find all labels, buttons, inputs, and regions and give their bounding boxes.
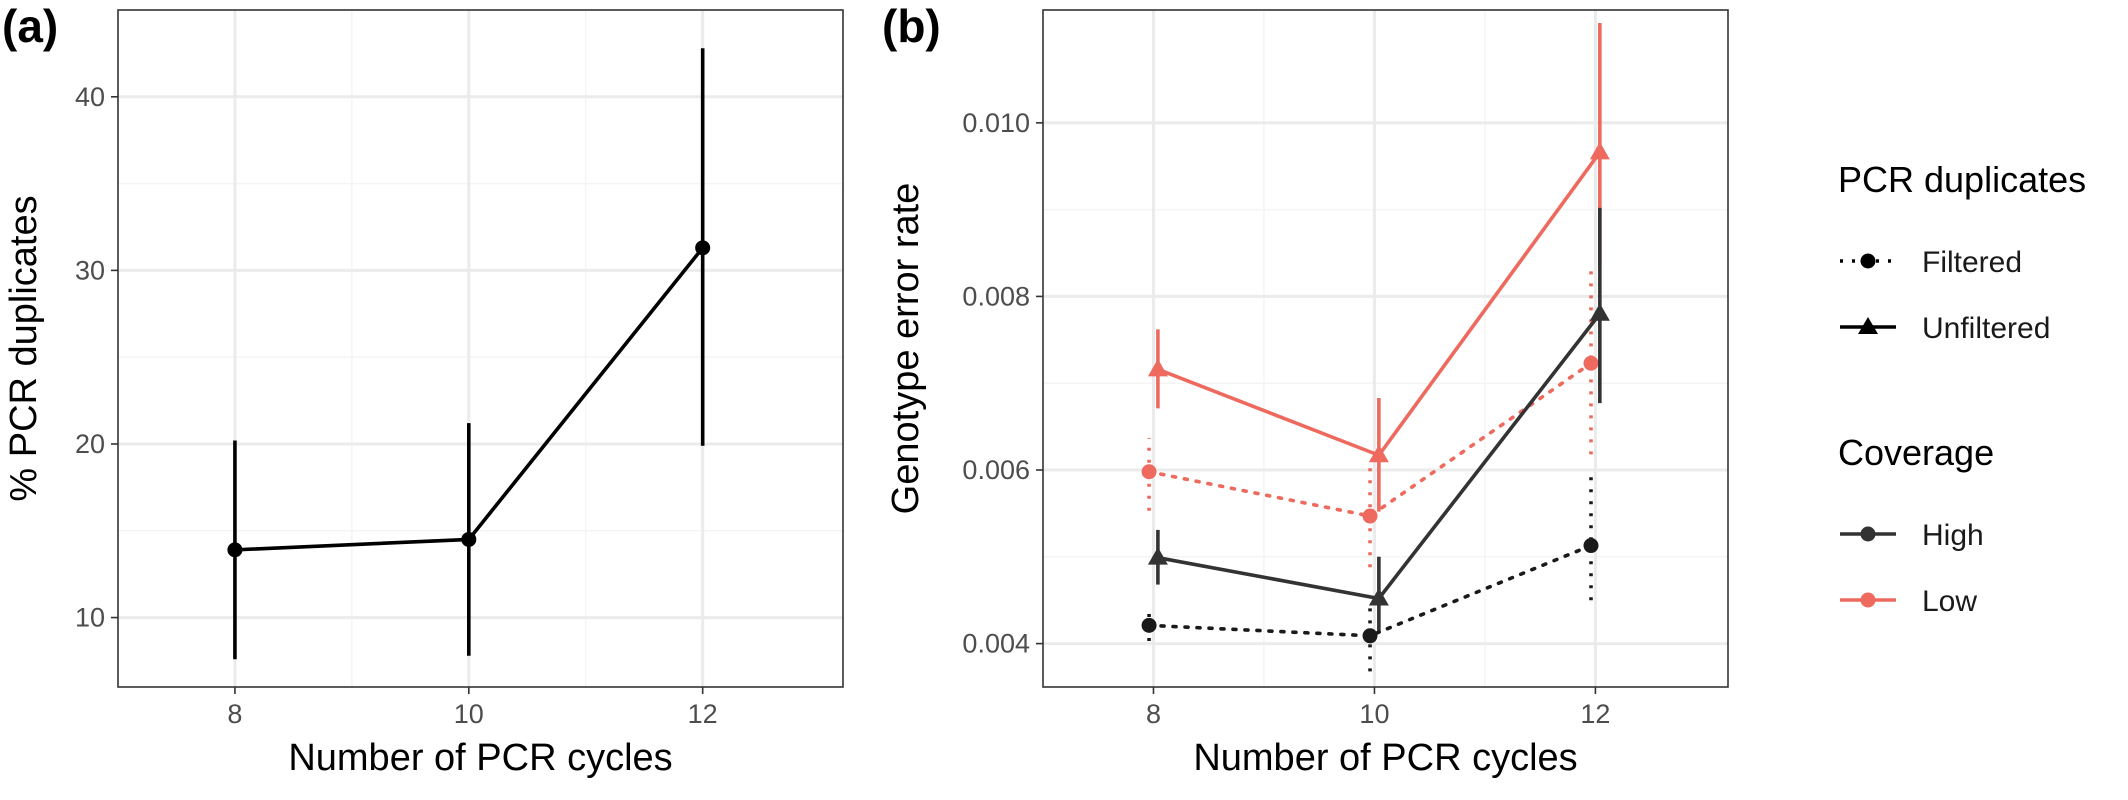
y-axis-title: % PCR duplicates (3, 195, 45, 501)
panel-a-plot: 8 10 12 10 20 30 40 Number of PCR cycles % PCR d… (3, 9, 844, 779)
legend-key-circle (1860, 592, 1876, 608)
panel-b-plot: 8 10 12 0.004 0.006 0.008 0.010 Number of PCR c… (885, 9, 1729, 779)
data-point-triangle (1589, 141, 1610, 160)
x-tick-label: 10 (1359, 699, 1389, 729)
data-point-circle (1362, 508, 1378, 524)
y-tick-label: 0.004 (962, 629, 1030, 659)
x-tick-label: 8 (227, 699, 242, 729)
data-point-triangle (1368, 587, 1389, 606)
legend-key-circle (1860, 526, 1876, 542)
legend-label: Unfiltered (1922, 312, 2050, 345)
panel-border (117, 9, 844, 688)
legend-label: Filtered (1922, 246, 2022, 279)
y-tick-label: 30 (75, 255, 105, 285)
y-tick-label: 0.010 (962, 108, 1030, 138)
panel-a-tag: (a) (2, 0, 58, 52)
data-point-triangle (1147, 358, 1168, 377)
data-point-circle (1141, 617, 1157, 633)
y-tick-label: 0.006 (962, 455, 1030, 485)
x-axis-title: Number of PCR cycles (1193, 737, 1577, 779)
legend: PCR duplicates Filtered Unfiltered Coverage… (1838, 159, 2086, 618)
legend-label: High (1922, 519, 1984, 552)
data-point-circle (695, 240, 711, 256)
data-point-circle (1583, 538, 1599, 554)
data-point-circle (1362, 628, 1378, 644)
series-line (1147, 361, 1593, 518)
x-tick-label: 12 (688, 699, 718, 729)
x-tick-label: 8 (1146, 699, 1161, 729)
legend-key-triangle (1858, 317, 1878, 334)
panel-border (1042, 9, 1729, 688)
legend-title: PCR duplicates (1838, 159, 2086, 200)
y-tick-label: 40 (75, 82, 105, 112)
panel-b-tag: (b) (882, 0, 941, 52)
data-point-triangle (1368, 444, 1389, 463)
y-tick-label: 0.008 (962, 281, 1030, 311)
legend-key-circle (1860, 253, 1876, 269)
legend-label: Low (1922, 585, 1977, 618)
data-point-triangle (1589, 303, 1610, 321)
series-line (1147, 543, 1593, 638)
y-tick-label: 10 (75, 603, 105, 633)
data-point-circle (461, 531, 477, 547)
legend-title: Coverage (1838, 432, 1994, 473)
y-axis-title: Genotype error rate (885, 183, 927, 515)
x-axis-title: Number of PCR cycles (288, 737, 672, 779)
data-point-circle (227, 542, 243, 558)
x-tick-label: 10 (454, 699, 484, 729)
y-tick-label: 20 (75, 429, 105, 459)
x-tick-label: 12 (1580, 699, 1610, 729)
data-point-triangle (1147, 547, 1168, 565)
data-point-circle (1141, 464, 1157, 480)
data-point-circle (1583, 355, 1599, 371)
